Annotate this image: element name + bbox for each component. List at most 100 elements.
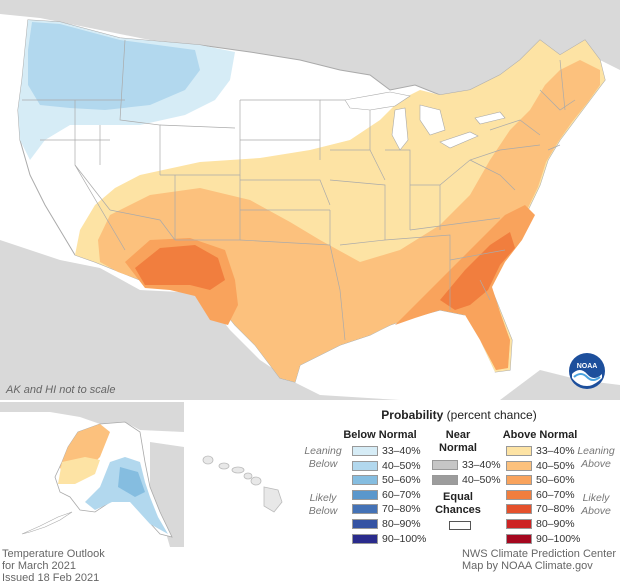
- caption-line-2: for March 2021: [2, 560, 76, 572]
- below-normal-swatch: [352, 460, 378, 471]
- leaning-above-label: Leaning Above: [572, 445, 620, 471]
- noaa-logo-text: NOAA: [577, 363, 598, 370]
- legend-title-rest: (percent chance): [443, 408, 537, 422]
- above-normal-range-label: 50–60%: [536, 474, 575, 487]
- legend-title: Probability (percent chance): [298, 408, 620, 422]
- near-normal-line1: Near: [445, 429, 471, 441]
- lake-superior: [344, 91, 411, 111]
- leaning-below-line1: Leaning: [304, 445, 342, 457]
- scale-note: AK and HI not to scale: [6, 384, 116, 396]
- leaning-above-line1: Leaning: [577, 445, 615, 457]
- credit-line-1: NWS Climate Prediction Center: [461, 548, 616, 560]
- below-normal-range-label: 70–80%: [382, 503, 421, 516]
- mexico-land: [0, 240, 400, 400]
- above-normal-row: 60–70%: [506, 489, 575, 501]
- region-below-40-50: [28, 22, 200, 110]
- conus-map: AK and HI not to scale NOAA: [0, 0, 620, 400]
- above-normal-row: 90–100%: [506, 533, 580, 545]
- near-normal-row: 33–40%: [432, 459, 501, 471]
- above-normal-heading: Above Normal: [502, 429, 578, 441]
- alaska-inset: [0, 402, 184, 547]
- legend-title-bold: Probability: [381, 408, 444, 422]
- below-normal-heading: Below Normal: [343, 429, 417, 441]
- outlook-caption: Temperature Outlook for March 2021 Issue…: [2, 548, 105, 584]
- above-normal-swatch: [506, 489, 532, 500]
- below-normal-row: 33–40%: [352, 445, 421, 457]
- above-normal-swatch: [506, 533, 532, 544]
- caption-line-1: Temperature Outlook: [2, 548, 105, 560]
- lake-michigan: [391, 107, 409, 151]
- below-normal-row: 60–70%: [352, 489, 421, 501]
- above-normal-swatch: [506, 504, 532, 515]
- below-normal-row: 40–50%: [352, 460, 421, 472]
- near-normal-swatch: [432, 474, 458, 485]
- below-normal-swatch: [352, 489, 378, 500]
- below-normal-range-label: 40–50%: [382, 459, 421, 472]
- above-normal-row: 40–50%: [506, 460, 575, 472]
- below-normal-range-label: 60–70%: [382, 488, 421, 501]
- equal-chances-line2: Chances: [435, 504, 481, 516]
- state-borders: [22, 39, 576, 341]
- near-normal-row: 40–50%: [432, 474, 501, 486]
- above-normal-range-label: 90–100%: [536, 532, 581, 545]
- lake-erie: [439, 131, 479, 149]
- above-normal-swatch: [506, 446, 532, 456]
- below-normal-range-label: 90–100%: [382, 532, 427, 545]
- noaa-logo-icon: NOAA: [568, 352, 606, 390]
- below-normal-swatch: [352, 533, 378, 544]
- legend: Probability (percent chance) Below Norma…: [298, 402, 620, 547]
- near-normal-swatch: [432, 460, 458, 470]
- below-normal-row: 50–60%: [352, 474, 421, 486]
- hawaii-map-graphic: [186, 402, 296, 547]
- equal-chances-line1: Equal: [443, 491, 473, 503]
- below-normal-range-label: 50–60%: [382, 474, 421, 487]
- near-normal-range-label: 40–50%: [462, 473, 501, 486]
- below-normal-swatch: [352, 446, 378, 456]
- below-normal-swatch: [352, 504, 378, 515]
- equal-chances-label: Equal Chances: [430, 491, 486, 517]
- above-normal-swatch: [506, 460, 532, 471]
- region-above-60-70-southwest: [135, 245, 225, 290]
- likely-below-line1: Likely: [309, 492, 337, 504]
- lake-huron: [419, 104, 446, 136]
- above-normal-range-label: 60–70%: [536, 488, 575, 501]
- above-normal-row: 80–90%: [506, 518, 575, 530]
- below-normal-range-label: 80–90%: [382, 518, 421, 530]
- caribbean-land: [500, 370, 620, 400]
- near-normal-heading: Near Normal: [430, 429, 486, 455]
- likely-above-label: Likely Above: [572, 492, 620, 518]
- above-normal-swatch: [506, 519, 532, 529]
- lake-ontario: [474, 111, 506, 125]
- likely-below-label: Likely Below: [298, 492, 348, 518]
- equal-chances-swatch: [449, 521, 471, 530]
- above-normal-swatch: [506, 475, 532, 486]
- gulf-coast-water: [460, 315, 495, 378]
- above-normal-range-label: 70–80%: [536, 503, 575, 516]
- below-normal-swatch: [352, 475, 378, 486]
- leaning-below-line2: Below: [308, 458, 338, 470]
- above-normal-row: 33–40%: [506, 445, 575, 457]
- below-normal-row: 80–90%: [352, 518, 421, 530]
- leaning-above-line2: Above: [581, 458, 611, 470]
- credit-line-2: Map by NOAA Climate.gov: [461, 560, 593, 572]
- alaska-map-graphic: [0, 402, 184, 547]
- hawaii-inset: [186, 402, 296, 547]
- below-normal-row: 90–100%: [352, 533, 426, 545]
- likely-below-line2: Below: [308, 505, 338, 517]
- above-normal-range-label: 33–40%: [536, 445, 575, 457]
- above-normal-range-label: 80–90%: [536, 518, 575, 530]
- credit-caption: NWS Climate Prediction Center Map by NOA…: [462, 548, 616, 572]
- canada-land: [0, 0, 620, 95]
- above-normal-row: 50–60%: [506, 474, 575, 486]
- caption-line-3: Issued 18 Feb 2021: [2, 572, 100, 584]
- leaning-below-label: Leaning Below: [298, 445, 348, 471]
- likely-above-line2: Above: [581, 505, 611, 517]
- conus-map-graphic: [0, 0, 620, 400]
- above-normal-range-label: 40–50%: [536, 459, 575, 472]
- near-normal-line2: Normal: [439, 442, 477, 454]
- below-normal-row: 70–80%: [352, 503, 421, 515]
- below-normal-swatch: [352, 519, 378, 529]
- below-normal-range-label: 33–40%: [382, 445, 421, 457]
- near-normal-range-label: 33–40%: [462, 459, 501, 471]
